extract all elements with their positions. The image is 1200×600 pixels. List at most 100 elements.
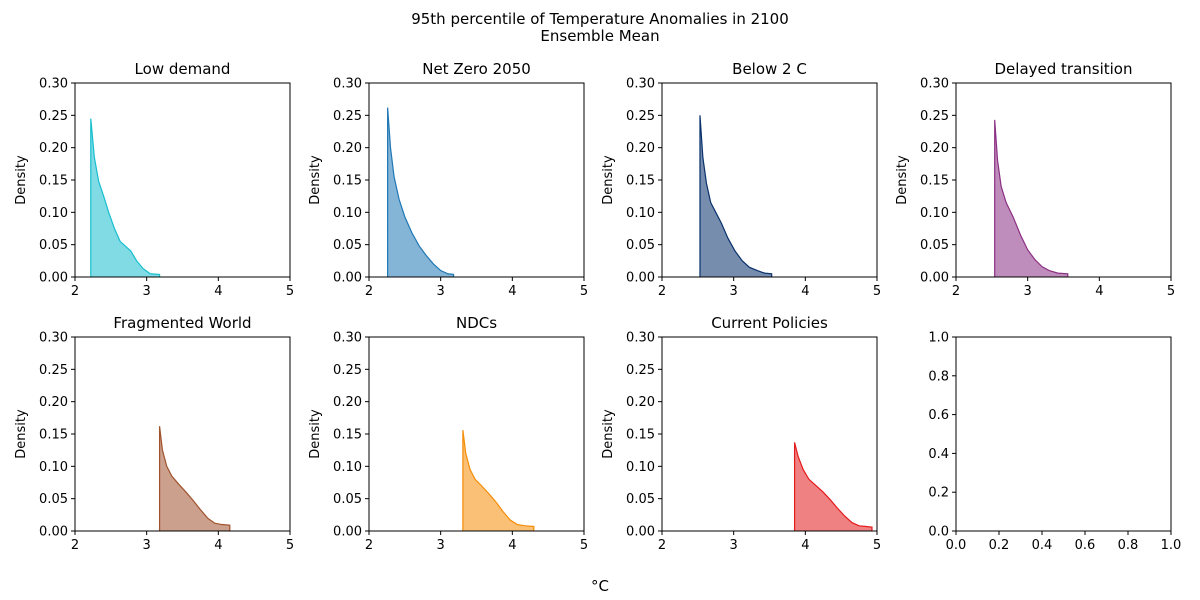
y-tick-label: 0.05 <box>39 238 68 253</box>
y-axis-label: Density <box>308 409 323 459</box>
y-tick-label: 0.00 <box>39 271 68 286</box>
y-tick-label: 0.00 <box>333 271 362 286</box>
y-tick-label: 0.15 <box>39 174 68 189</box>
x-tick-label: 0.4 <box>1032 538 1053 553</box>
y-tick-label: 0.10 <box>626 206 655 221</box>
density-area <box>159 426 230 531</box>
y-tick-label: 0.25 <box>39 109 68 124</box>
x-tick-label: 3 <box>437 284 445 299</box>
y-tick-label: 0.15 <box>333 174 362 189</box>
x-tick-label: 4 <box>508 538 516 553</box>
y-tick-label: 0.20 <box>39 395 68 410</box>
x-tick-label: 0.8 <box>1118 538 1139 553</box>
density-area <box>462 430 534 531</box>
shared-x-axis-label: °C <box>591 577 609 595</box>
x-tick-label: 2 <box>71 538 79 553</box>
x-tick-label: 2 <box>658 538 666 553</box>
x-tick-label: 4 <box>214 284 222 299</box>
panel-1: 2 3 4 5 0.00 0.05 0.10 0.15 0.20 0.25 0.30 Low dema… <box>14 60 294 299</box>
density-line <box>793 442 873 531</box>
y-tick-label: 0.05 <box>626 238 655 253</box>
density-line <box>462 430 535 531</box>
density-area <box>994 119 1068 277</box>
density-area <box>794 442 872 531</box>
x-tick-label: 2 <box>71 284 79 299</box>
y-tick-label: 0.10 <box>39 206 68 221</box>
y-tick-label: 0.10 <box>333 206 362 221</box>
x-tick-label: 5 <box>873 284 881 299</box>
panel-6: 2 3 4 5 0.00 0.05 0.10 0.15 0.20 0.25 0.30 NDCs Dens… <box>308 314 588 553</box>
y-tick-label: 0.25 <box>39 363 68 378</box>
x-tick-label: 4 <box>801 284 809 299</box>
y-tick-label: 0.20 <box>39 141 68 156</box>
y-tick-label: 0.15 <box>39 428 68 443</box>
panel-title: Current Policies <box>711 314 828 332</box>
y-tick-label: 0.20 <box>626 141 655 156</box>
density-line <box>90 118 161 277</box>
y-tick-label: 0.15 <box>626 428 655 443</box>
y-tick-label: 0.10 <box>39 460 68 475</box>
y-tick-label: 0.25 <box>333 109 362 124</box>
panel-3: 2 3 4 5 0.00 0.05 0.10 0.15 0.20 0.25 0.30 Below 2 … <box>601 60 881 299</box>
x-tick-label: 5 <box>580 284 588 299</box>
x-tick-label: 0.6 <box>1075 538 1096 553</box>
panel-2: 2 3 4 5 0.00 0.05 0.10 0.15 0.20 0.25 0.30 Net Zero… <box>308 60 588 299</box>
density-line <box>387 107 455 277</box>
y-tick-label: 0.10 <box>920 206 949 221</box>
y-tick-label: 0.20 <box>920 141 949 156</box>
y-tick-label: 0.2 <box>928 486 949 501</box>
density-line <box>699 115 773 277</box>
y-axis-label: Density <box>308 155 323 205</box>
x-tick-label: 2 <box>365 284 373 299</box>
y-axis-label: Density <box>601 409 616 459</box>
x-tick-label: 3 <box>437 538 445 553</box>
density-area <box>387 107 454 277</box>
y-tick-label: 0.20 <box>626 395 655 410</box>
x-tick-label: 3 <box>730 538 738 553</box>
panel-5: 2 3 4 5 0.00 0.05 0.10 0.15 0.20 0.25 0.30 Fragment… <box>14 314 294 553</box>
y-tick-label: 0.25 <box>626 363 655 378</box>
y-tick-label: 0.4 <box>928 447 949 462</box>
y-tick-label: 0.15 <box>626 174 655 189</box>
y-axis-label: Density <box>14 409 29 459</box>
panel-4: 2 3 4 5 0.00 0.05 0.10 0.15 0.20 0.25 0.30 Delayed … <box>895 60 1175 299</box>
x-tick-label: 0.2 <box>989 538 1010 553</box>
x-tick-label: 2 <box>658 284 666 299</box>
plot-frame <box>661 82 878 278</box>
x-tick-label: 0.0 <box>946 538 967 553</box>
density-area <box>699 115 772 277</box>
y-tick-label: 0.00 <box>39 525 68 540</box>
y-tick-label: 0.05 <box>333 492 362 507</box>
y-tick-label: 0.05 <box>626 492 655 507</box>
y-tick-label: 0.00 <box>920 271 949 286</box>
x-tick-label: 4 <box>801 538 809 553</box>
y-tick-label: 0.30 <box>626 77 655 92</box>
y-tick-label: 0.25 <box>333 363 362 378</box>
plot-frame <box>955 82 1172 278</box>
y-tick-label: 0.30 <box>39 331 68 346</box>
panel-title: Low demand <box>135 60 231 78</box>
x-tick-label: 3 <box>730 284 738 299</box>
y-tick-label: 0.00 <box>626 525 655 540</box>
x-tick-label: 5 <box>1167 284 1175 299</box>
y-tick-label: 0.20 <box>333 395 362 410</box>
x-tick-label: 3 <box>143 284 151 299</box>
x-tick-label: 4 <box>508 284 516 299</box>
y-tick-label: 0.30 <box>39 77 68 92</box>
y-tick-label: 0.0 <box>928 525 949 540</box>
x-tick-label: 3 <box>1024 284 1032 299</box>
panel-title: NDCs <box>456 314 497 332</box>
x-tick-label: 5 <box>286 284 294 299</box>
x-tick-label: 4 <box>214 538 222 553</box>
y-tick-label: 0.6 <box>928 408 949 423</box>
y-tick-label: 0.30 <box>626 331 655 346</box>
panel-title: Fragmented World <box>113 314 251 332</box>
y-tick-label: 0.25 <box>626 109 655 124</box>
y-tick-label: 0.10 <box>333 460 362 475</box>
y-tick-label: 0.30 <box>920 77 949 92</box>
density-area <box>90 118 160 277</box>
y-tick-label: 1.0 <box>928 331 949 346</box>
panel-title: Below 2 C <box>732 60 807 78</box>
